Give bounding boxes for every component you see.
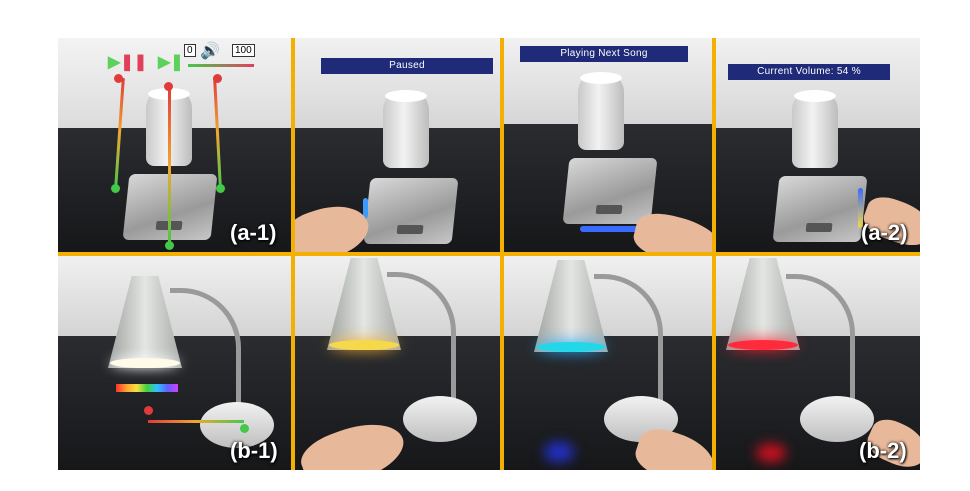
color-end-dot [240,424,249,433]
status-banner-next-song: Playing Next Song [520,46,688,62]
volume-widget: 0 🔊 100 [184,42,264,72]
lamp-glow-yellow [329,340,399,350]
smart-speaker [792,90,838,168]
table-reflection-blue [544,442,574,462]
figure-grid: ▶❚❚ ▶❚ 0 🔊 100 (a-1) Paused Playing Next… [58,38,920,470]
panel-a-1: ▶❚❚ ▶❚ 0 🔊 100 (a-1) [58,38,291,252]
panel-label-b-1: (b-1) [230,438,278,463]
next-track-icon: ▶❚ [158,54,184,71]
play-pause-icon: ▶❚❚ [108,54,148,71]
smart-speaker [383,90,429,168]
panel-b-4: (b-2) [716,256,920,470]
next-control-line [168,86,171,246]
table-reflection-red [756,444,786,462]
status-banner-paused: Paused [321,58,493,74]
lamp-base [200,402,274,448]
volume-end-dot [216,184,225,193]
panel-label-b-2: (b-2) [859,438,907,463]
speaker-icon: 🔊 [200,43,220,60]
status-banner-volume: Current Volume: 54 % [728,64,890,80]
lamp-base [403,396,477,442]
panel-label-a-1: (a-1) [230,220,277,245]
lamp-glow [110,358,180,368]
next-end-dot [165,241,174,250]
volume-slider [188,64,254,67]
panel-label-a-2: (a-2) [861,220,908,245]
next-anchor-dot [164,82,173,91]
volume-min-label: 0 [184,44,196,57]
panel-b-2 [295,256,500,470]
smart-speaker [578,72,624,150]
lamp-base [800,396,874,442]
lamp-glow-cyan [536,342,606,352]
lamp-glow-red [728,340,798,350]
kitchen-scale [772,176,868,242]
volume-anchor-dot [213,74,222,83]
color-anchor-dot [144,406,153,415]
pause-end-dot [111,184,120,193]
kitchen-scale [562,158,658,224]
panel-a-3: Playing Next Song [504,38,712,252]
color-control-line [148,420,244,423]
touch-glow-right [858,188,863,228]
panel-a-4: Current Volume: 54 % (a-2) [716,38,920,252]
kitchen-scale [363,178,459,244]
panel-b-1: (b-1) [58,256,291,470]
panel-a-2: Paused [295,38,500,252]
color-selector-strip [116,384,178,392]
pause-anchor-dot [114,74,123,83]
touch-glow-left [363,198,368,218]
volume-max-label: 100 [232,44,255,57]
touch-glow-bottom [580,226,644,232]
panel-b-3 [504,256,712,470]
